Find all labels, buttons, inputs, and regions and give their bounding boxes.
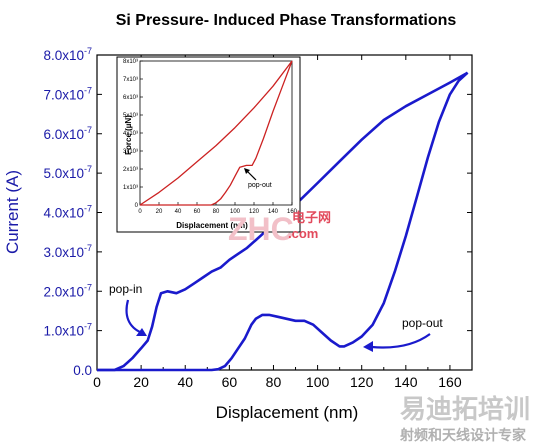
inset-series-unloading	[140, 60, 293, 206]
inset-x-tick-label: 160	[287, 209, 298, 215]
x-tick-label: 100	[306, 374, 330, 390]
inset-frame	[116, 56, 301, 233]
watermark-logo: ZHC	[228, 211, 294, 247]
inset-pop-out-arrow	[246, 170, 257, 181]
x-tick-label: 0	[93, 374, 101, 390]
inset-x-tick-label: 120	[249, 209, 260, 215]
y-tick-label: 0.0	[73, 363, 92, 378]
inset-y-tick-label: 3x10³	[123, 149, 138, 155]
y-tick-label: 8.0x10-7	[43, 46, 92, 63]
inset-series-loading	[139, 60, 293, 206]
pop-in-arrowhead-icon	[136, 328, 147, 336]
inset-y-tick-label: 7x10³	[123, 77, 138, 83]
inset-axes: 0 20 40 60 80 100 120 140 160 0 1x10³ 2x10³ 3x10³ 4x1…	[123, 59, 298, 215]
y-tick-label: 2.0x10-7	[43, 282, 92, 299]
inset-y-tick-label: 0	[135, 203, 139, 209]
annotation-pop-in: pop-in	[109, 282, 142, 296]
inset-x-tick-label: 100	[230, 209, 241, 215]
x-axis-label: Displacement (nm)	[216, 403, 359, 422]
main-series	[97, 71, 469, 372]
series-loading	[97, 71, 469, 372]
inset-series	[139, 60, 293, 206]
inset-y-tick-label: 1x10³	[123, 185, 138, 191]
x-tick-label: 20	[133, 374, 149, 390]
inset-x-tick-label: 20	[156, 209, 163, 215]
watermark-tagline: 射频和天线设计专家	[399, 427, 527, 443]
inset-x-tick-label: 0	[138, 209, 142, 215]
y-axis-label: Current (A)	[3, 170, 22, 254]
inset-x-tick-label: 140	[268, 209, 279, 215]
x-tick-label: 80	[266, 374, 282, 390]
inset-y-tick-label: 8x10³	[123, 59, 138, 65]
pop-out-arrow	[371, 333, 431, 349]
x-tick-label: 140	[394, 374, 418, 390]
watermark-training: 易迪拓培训	[400, 394, 530, 424]
watermark-site-com: .com	[288, 226, 318, 241]
inset-y-tick-label: 4x10³	[123, 131, 138, 137]
y-tick-label: 5.0x10-7	[43, 164, 92, 181]
inset-x-tick-label: 80	[213, 209, 220, 215]
inset-x-tick-label: 60	[194, 209, 201, 215]
y-tick-label: 1.0x10-7	[43, 322, 92, 339]
inset-arrowhead-icon	[244, 168, 250, 174]
y-tick-label: 6.0x10-7	[43, 125, 92, 142]
inset-x-axis-label: Displacement (nm)	[176, 221, 248, 230]
inset-x-tick-label: 40	[175, 209, 182, 215]
watermark-site-cn: 电子网	[292, 210, 331, 225]
chart-title: Si Pressure- Induced Phase Transformatio…	[116, 12, 457, 29]
x-tick-label: 120	[350, 374, 374, 390]
pop-out-arrowhead-icon	[363, 341, 373, 352]
main-axes: 0 20 40 60 80 100 120 140 160 0.0 1.0x10-7 2.0x10-7…	[43, 46, 473, 390]
y-tick-label: 4.0x10-7	[43, 204, 92, 221]
x-tick-label: 160	[438, 374, 462, 390]
series-unloading	[97, 71, 469, 372]
x-tick-label: 60	[222, 374, 238, 390]
y-tick-label: 3.0x10-7	[43, 243, 92, 260]
inset-y-axis-label: Force (µN)	[124, 115, 133, 155]
annotation-pop-out: pop-out	[402, 316, 443, 330]
x-tick-label: 40	[177, 374, 193, 390]
pop-in-arrow	[125, 299, 143, 335]
inset-annotation-pop-out: pop-out	[248, 182, 272, 189]
y-tick-label: 7.0x10-7	[43, 85, 92, 102]
inset-y-tick-label: 2x10³	[123, 167, 138, 173]
inset-y-tick-label: 5x10³	[123, 113, 138, 119]
inset-y-tick-label: 6x10³	[123, 95, 138, 101]
